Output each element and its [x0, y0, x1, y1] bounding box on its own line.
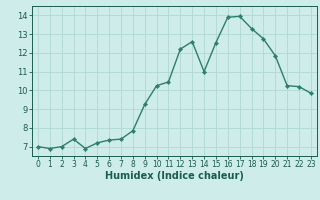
X-axis label: Humidex (Indice chaleur): Humidex (Indice chaleur) [105, 171, 244, 181]
